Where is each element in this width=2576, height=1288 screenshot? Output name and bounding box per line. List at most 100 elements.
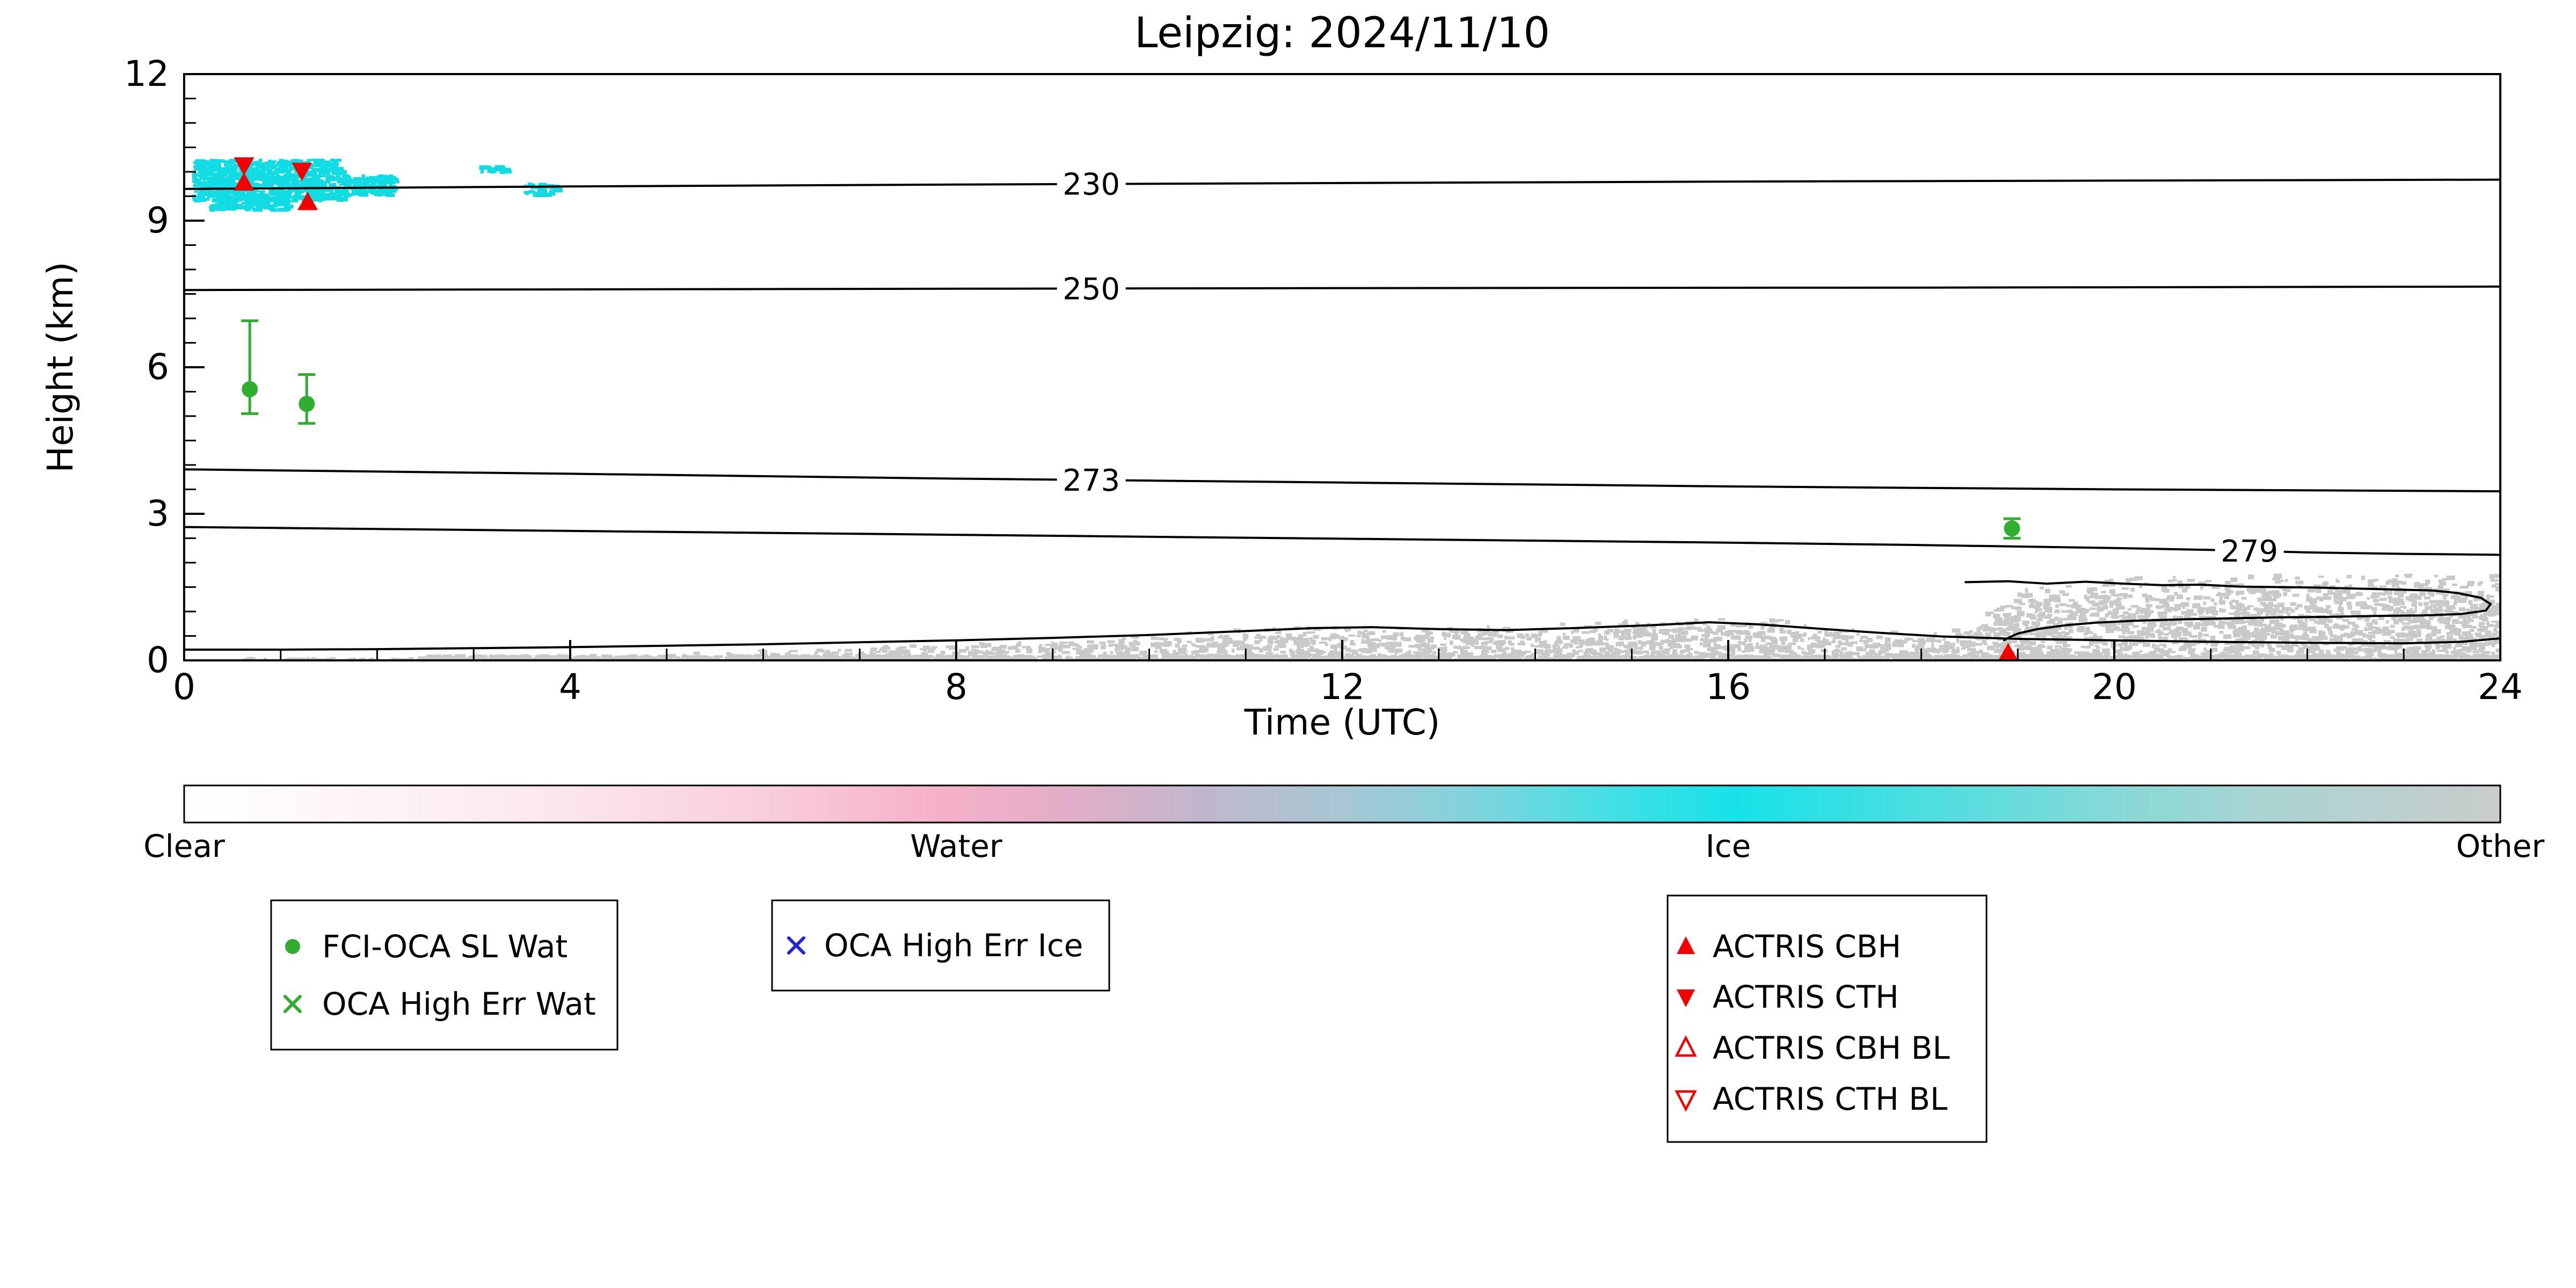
other-pixel [2064, 632, 2070, 635]
other-pixel [1845, 639, 1849, 644]
other-pixel [1999, 630, 2006, 635]
ice-pixel [216, 193, 224, 198]
other-pixel [2130, 605, 2138, 608]
other-pixel [2266, 608, 2274, 613]
other-pixel [1753, 634, 1762, 638]
other-pixel [2194, 595, 2203, 600]
other-pixel [2248, 589, 2256, 593]
other-pixel [1397, 643, 1402, 646]
other-pixel [2346, 596, 2354, 600]
other-pixel [1702, 622, 1708, 625]
other-pixel [1258, 636, 1267, 639]
other-pixel [2063, 618, 2071, 621]
other-pixel [1803, 632, 1807, 636]
other-pixel [1786, 645, 1792, 650]
other-pixel [927, 650, 935, 653]
other-pixel [2433, 611, 2437, 614]
other-pixel [1986, 645, 1995, 650]
other-pixel [2097, 606, 2105, 611]
other-pixel [1446, 627, 1453, 629]
other-pixel [1107, 640, 1115, 643]
other-pixel [2011, 606, 2019, 609]
other-pixel [2225, 588, 2231, 594]
ice-pixel [224, 163, 229, 167]
other-pixel [2488, 599, 2495, 605]
other-pixel [2164, 608, 2169, 611]
other-pixel [1862, 648, 1867, 652]
other-pixel [1668, 629, 1674, 632]
other-pixel [1624, 628, 1632, 632]
other-pixel [2405, 649, 2412, 652]
other-pixel [2342, 646, 2347, 650]
other-pixel [1463, 637, 1471, 642]
other-pixel [1562, 645, 1569, 649]
other-pixel [2406, 638, 2410, 642]
other-pixel [1099, 641, 1103, 644]
other-pixel [1875, 635, 1883, 639]
other-pixel [1115, 644, 1124, 649]
other-pixel [2014, 599, 2022, 603]
other-pixel [2018, 616, 2021, 622]
ice-pixel [224, 184, 231, 188]
other-pixel [2325, 623, 2329, 628]
ice-pixel [232, 168, 237, 173]
other-pixel [2095, 652, 2103, 656]
other-pixel [1665, 639, 1670, 642]
ice-pixel [268, 205, 275, 209]
other-pixel [2003, 613, 2011, 617]
ice-pixel [325, 197, 334, 200]
other-pixel [1246, 649, 1252, 653]
other-pixel [1026, 646, 1031, 650]
other-pixel [2165, 598, 2172, 601]
other-pixel [2435, 644, 2440, 649]
ice-pixel [317, 179, 324, 183]
other-pixel [2439, 621, 2447, 624]
other-pixel [1707, 639, 1712, 644]
ice-pixel [217, 193, 227, 195]
other-pixel [1997, 643, 2005, 648]
other-pixel [852, 657, 857, 660]
ice-pixel [326, 171, 331, 176]
other-pixel [2210, 598, 2215, 602]
other-pixel [2271, 630, 2277, 634]
ice-pixel [307, 166, 314, 170]
other-pixel [2368, 649, 2374, 653]
ice-pixel [248, 198, 256, 200]
other-pixel [1764, 652, 1770, 657]
other-pixel [2209, 620, 2215, 624]
other-pixel [2422, 650, 2426, 656]
other-pixel [2158, 631, 2164, 635]
other-pixel [2333, 636, 2341, 639]
other-pixel [1139, 650, 1145, 656]
other-pixel [1906, 637, 1914, 641]
ice-pixel [499, 165, 505, 169]
other-pixel [1869, 649, 1875, 652]
other-pixel [1646, 640, 1654, 644]
other-pixel [2446, 606, 2449, 610]
other-pixel [1676, 644, 1682, 649]
other-pixel [1613, 651, 1620, 656]
other-pixel [1899, 650, 1908, 655]
other-pixel [2232, 606, 2239, 609]
ice-pixel [274, 203, 283, 207]
ice-pixel [305, 174, 314, 177]
other-pixel [2477, 583, 2482, 586]
other-pixel [2161, 620, 2168, 623]
ice-pixel [321, 163, 328, 166]
other-pixel [2011, 616, 2020, 620]
ice-pixel [311, 190, 319, 193]
other-pixel [2326, 610, 2333, 614]
other-pixel [1223, 638, 1230, 642]
ice-pixel [332, 192, 341, 196]
ice-pixel [270, 180, 274, 184]
other-pixel [2382, 593, 2385, 596]
ice-pixel [326, 194, 336, 197]
other-pixel [2447, 635, 2454, 638]
ice-pixel [258, 177, 264, 181]
other-pixel [1840, 657, 1844, 660]
other-pixel [2268, 647, 2275, 652]
other-pixel [2004, 617, 2010, 622]
ice-pixel [307, 190, 313, 193]
other-pixel [2417, 629, 2421, 634]
other-pixel [2493, 574, 2500, 578]
